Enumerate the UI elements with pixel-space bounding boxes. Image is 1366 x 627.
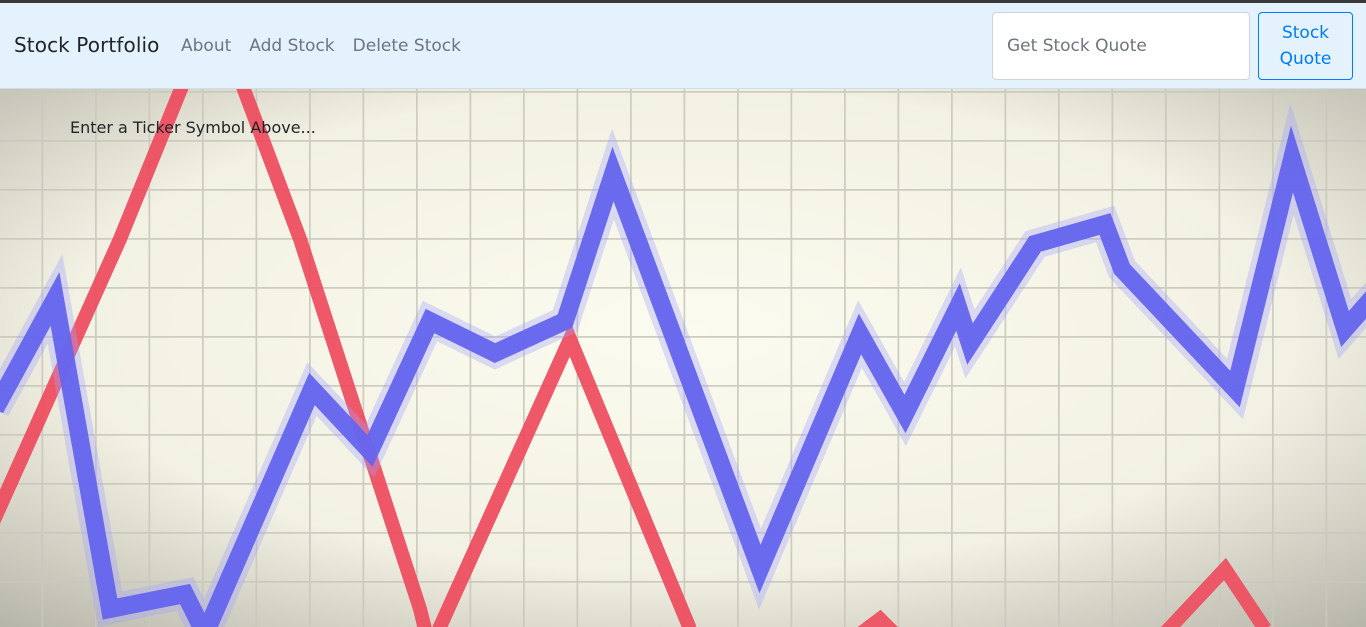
nav-links: About Add Stock Delete Stock	[181, 36, 479, 56]
brand-link[interactable]: Stock Portfolio	[14, 33, 160, 57]
background-blue-line	[0, 125, 1366, 627]
stock-quote-input[interactable]	[992, 12, 1250, 80]
background-red-line-3	[1161, 557, 1271, 627]
window-top-border	[0, 0, 1366, 3]
hero-section: Enter a Ticker Symbol Above...	[0, 89, 1366, 627]
background-red-line-2	[857, 609, 898, 627]
stock-chart-background-image	[0, 89, 1366, 627]
stock-quote-button[interactable]: Stock Quote	[1258, 12, 1353, 80]
nav-link-about[interactable]: About	[181, 36, 232, 56]
nav-link-add-stock[interactable]: Add Stock	[249, 36, 335, 56]
nav-link-delete-stock[interactable]: Delete Stock	[352, 36, 461, 56]
background-red-line	[0, 89, 697, 627]
ticker-prompt-text: Enter a Ticker Symbol Above...	[70, 118, 316, 137]
navbar: Stock Portfolio About Add Stock Delete S…	[0, 3, 1366, 89]
